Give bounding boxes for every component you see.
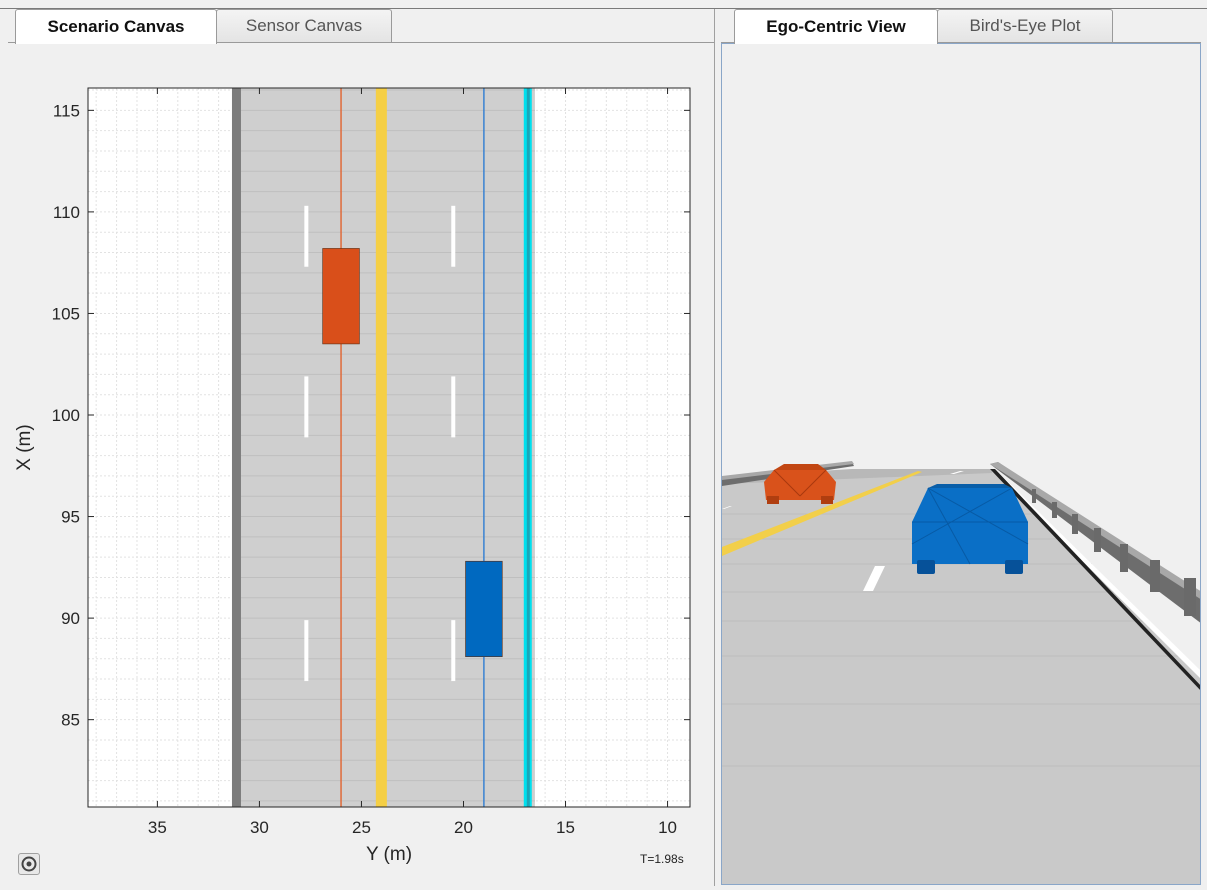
y-tick-label: 105: [52, 304, 80, 323]
simulation-time: T=1.98s: [640, 852, 684, 866]
x-axis-label: Y (m): [366, 844, 412, 865]
lane-dash: [304, 376, 308, 437]
ego-blue-car: [912, 484, 1028, 574]
y-tick-label: 85: [61, 711, 80, 730]
panel-divider[interactable]: [714, 9, 715, 886]
y-tick-label: 115: [53, 101, 80, 120]
blue-car[interactable]: [466, 561, 503, 656]
right-barrier-edge: [527, 88, 530, 807]
y-tick-label: 95: [61, 508, 80, 527]
x-tick-label: 35: [148, 818, 167, 837]
x-tick-label: 20: [454, 818, 473, 837]
y-tick-label: 110: [53, 203, 80, 222]
lane-dash: [451, 620, 455, 681]
x-tick-label: 25: [352, 818, 371, 837]
scenario-canvas-panel: 35 30 25 20 15 10 115 110 105 100 95 90 85 Y (m) X (m): [8, 43, 712, 885]
lane-dash: [451, 376, 455, 437]
y-tick-label: 100: [52, 406, 80, 425]
tab-sensor-canvas[interactable]: Sensor Canvas: [216, 9, 392, 42]
scenario-plot[interactable]: 35 30 25 20 15 10 115 110 105 100 95 90 85 Y (m) X (m): [8, 43, 712, 885]
orange-car[interactable]: [323, 248, 360, 343]
tab-scenario-canvas[interactable]: Scenario Canvas: [15, 9, 217, 44]
tab-birds-eye-plot[interactable]: Bird's-Eye Plot: [937, 9, 1113, 42]
left-barrier: [232, 88, 241, 807]
lane-dash: [451, 206, 455, 267]
lane-dash: [304, 620, 308, 681]
ego-centric-panel: [721, 43, 1201, 885]
y-tick-label: 90: [61, 609, 80, 628]
yellow-center-line: [376, 88, 387, 807]
x-tick-label: 15: [556, 818, 575, 837]
lane-dash: [304, 206, 308, 267]
y-axis-label: X (m): [14, 424, 35, 470]
x-tick-label: 30: [250, 818, 269, 837]
tab-ego-centric-view[interactable]: Ego-Centric View: [734, 9, 938, 44]
ego-orange-car: [764, 464, 836, 504]
ego-3d-view[interactable]: [722, 44, 1201, 885]
gear-icon[interactable]: [18, 853, 40, 875]
x-tick-label: 10: [658, 818, 677, 837]
